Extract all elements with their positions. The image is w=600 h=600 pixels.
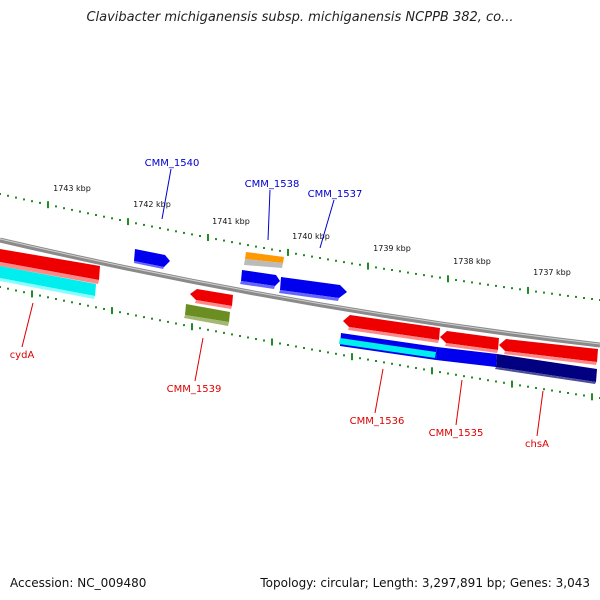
gene-cmm1538b[interactable]: [241, 270, 280, 286]
gene-cmm1539-olive[interactable]: [185, 304, 230, 322]
gene-cmm1536-cyan[interactable]: [339, 338, 436, 358]
topology-label: Topology: circular; Length: 3,297,891 bp…: [260, 576, 590, 590]
gene-chsA-red[interactable]: [499, 339, 598, 362]
gene-cmm1537[interactable]: [280, 277, 347, 298]
gene-label-cmm1536[interactable]: CMM_1536: [350, 416, 405, 427]
scale-label-1738: 1738 kbp: [453, 257, 491, 266]
gene-labels: CMM_1540 CMM_1538 CMM_1537 cydA CMM_1539…: [10, 158, 549, 450]
gene-label-cmm1535[interactable]: CMM_1535: [429, 428, 484, 439]
scale-labels: 1743 kbp 1742 kbp 1741 kbp 1740 kbp 1739…: [53, 184, 571, 277]
scale-label-1743: 1743 kbp: [53, 184, 91, 193]
gene-label-cmm1539[interactable]: CMM_1539: [167, 384, 222, 395]
gene-cmm1535-blue[interactable]: [436, 347, 497, 367]
scale-label-1739: 1739 kbp: [373, 244, 411, 253]
scale-ticks-outer: [0, 193, 600, 301]
gene-cmm1536-red[interactable]: [343, 315, 440, 340]
gene-cydA-red[interactable]: [0, 249, 100, 280]
gene-chsA-navy[interactable]: [496, 354, 597, 382]
accession-label: Accession: NC_009480: [10, 576, 147, 590]
scale-label-1740: 1740 kbp: [292, 232, 330, 241]
scale-label-1737: 1737 kbp: [533, 268, 571, 277]
scale-label-1742: 1742 kbp: [133, 200, 171, 209]
gene-cmm1540[interactable]: [134, 249, 170, 267]
gene-cmm1539-red[interactable]: [190, 289, 233, 306]
reverse-strand-genes: [0, 249, 598, 365]
gene-label-cmm1537[interactable]: CMM_1537: [308, 189, 363, 200]
scale-ticks-inner: [0, 286, 600, 401]
gene-label-cmm1540[interactable]: CMM_1540: [145, 158, 200, 169]
map-title: Clavibacter michiganensis subsp. michiga…: [86, 10, 514, 25]
scale-label-1741: 1741 kbp: [212, 217, 250, 226]
genome-backbone: [0, 237, 600, 348]
gene-cmm1538[interactable]: [245, 252, 284, 263]
gene-label-cydA[interactable]: cydA: [10, 350, 35, 361]
gene-cmm1535-red[interactable]: [440, 331, 499, 350]
gene-callout-lines: [21, 168, 544, 437]
gene-label-chsA[interactable]: chsA: [525, 439, 549, 450]
gene-label-cmm1538[interactable]: CMM_1538: [245, 179, 300, 190]
gene-cydA-cyan[interactable]: [0, 266, 96, 296]
